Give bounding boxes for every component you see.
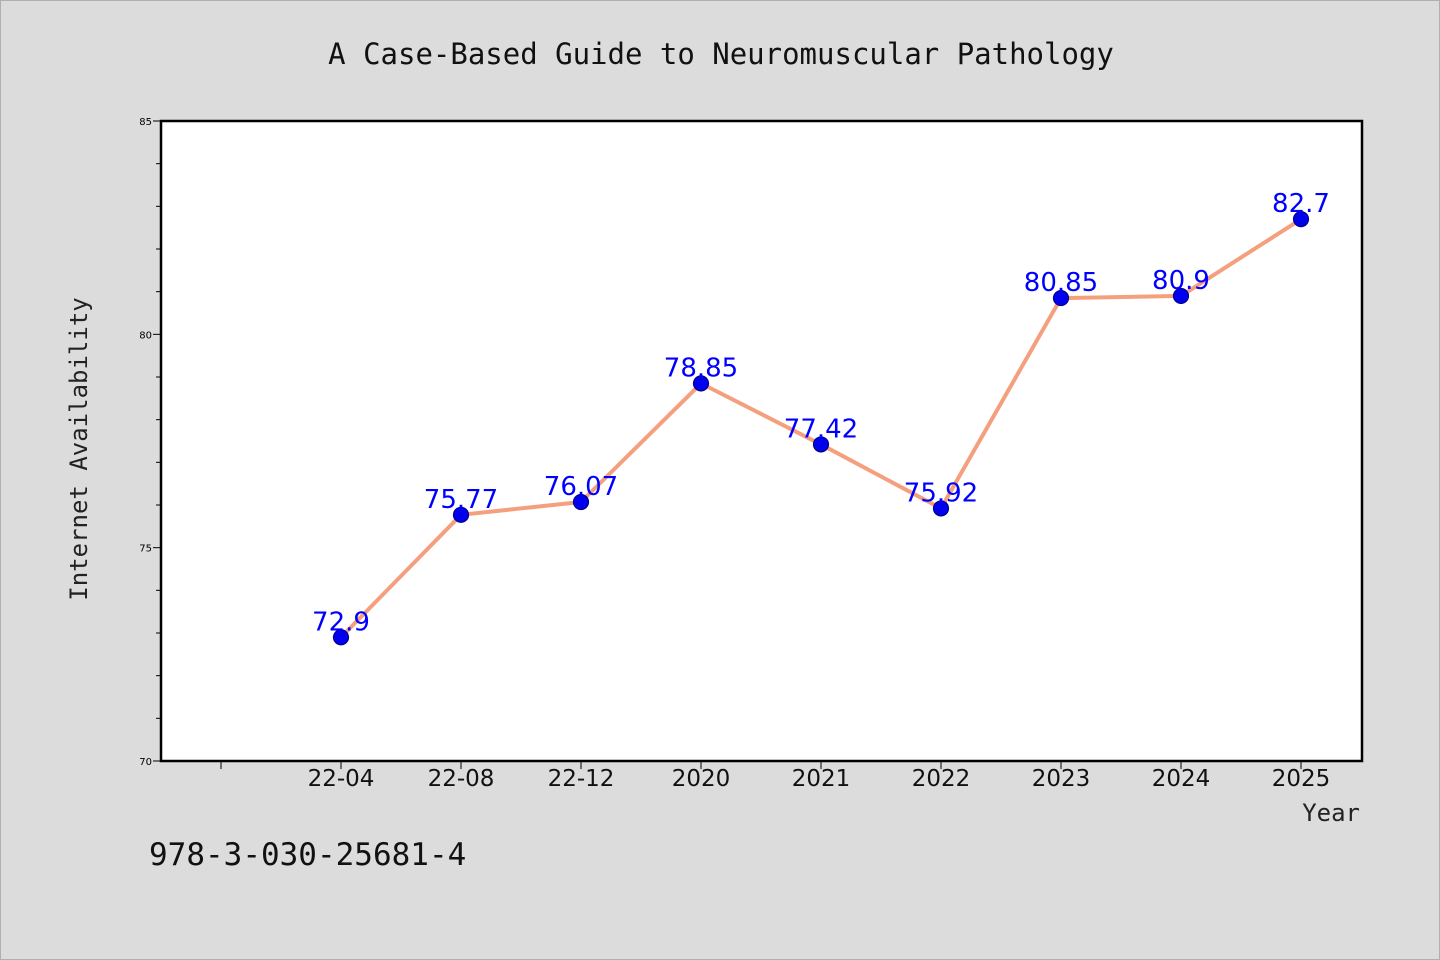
data-label: 75.77 [424,485,498,515]
data-label: 77.42 [784,414,858,444]
y-tick-label: 70 [139,757,152,768]
data-point-marker [812,436,830,453]
data-point-marker [932,500,950,517]
data-point-marker [332,629,350,646]
y-axis-label: Internet Availability [65,297,93,600]
x-tick-label: 22-04 [308,766,375,792]
plot-area [159,119,1364,763]
x-tick-label: 2025 [1272,766,1331,792]
data-label: 80.85 [1024,268,1098,298]
data-point-marker [692,375,710,392]
x-axis: 22-04 22-08 22-12 2020 2021 2022 2023 2024 2025 [220,761,1331,792]
y-axis: 70 75 80 85 [139,117,161,768]
markers-group [332,211,1310,646]
data-label: 72.9 [312,607,370,637]
data-point-marker [1292,211,1310,228]
data-label: 75.92 [904,478,978,508]
x-axis-label: Year [1302,799,1360,827]
x-tick-label: 2022 [912,766,971,792]
y-tick-label: 85 [139,117,152,128]
x-tick-label: 2023 [1032,766,1091,792]
x-tick-label: 2021 [792,766,851,792]
chart-title: A Case-Based Guide to Neuromuscular Path… [328,37,1114,71]
x-tick-label: 22-08 [428,766,495,792]
x-tick-label: 22-12 [548,766,615,792]
y-tick-label: 75 [139,544,152,555]
x-tick-label: 2020 [672,766,731,792]
x-tick-label: 2024 [1152,766,1211,792]
isbn-text: 978-3-030-25681-4 [149,837,466,873]
data-label: 82.7 [1272,189,1330,219]
data-point-marker [1172,287,1190,305]
data-point-marker [1052,289,1070,307]
data-label: 80.9 [1152,266,1210,296]
data-label: 78.85 [664,353,738,383]
data-labels-group: 72.9 75.77 76.07 78.85 77.42 75.92 80.85 80.9 82… [312,189,1330,637]
data-point-marker [572,493,590,511]
data-label: 76.07 [544,472,618,502]
y-tick-label: 80 [139,330,152,341]
data-point-marker [452,506,470,523]
